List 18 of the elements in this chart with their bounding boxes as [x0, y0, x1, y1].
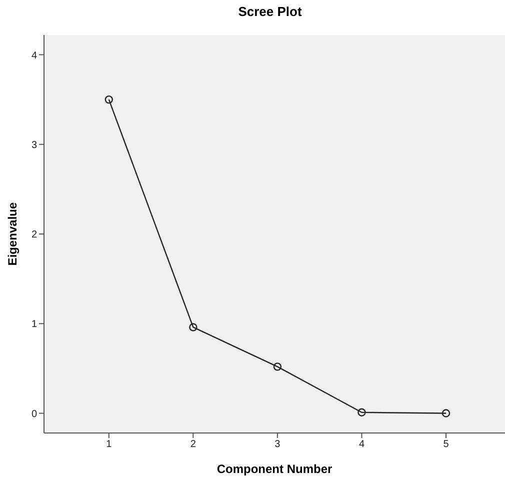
y-tick-label: 1 [31, 319, 38, 330]
y-tick-label: 3 [31, 140, 38, 151]
y-tick-label: 0 [31, 408, 38, 420]
x-tick-label: 4 [358, 439, 365, 450]
x-tick-label: 3 [274, 439, 281, 450]
chart-title: Scree Plot [237, 4, 303, 19]
x-tick-label: 2 [190, 439, 196, 450]
y-tick-label: 4 [31, 50, 38, 62]
x-tick-label: 5 [443, 439, 450, 450]
y-tick-label: 2 [31, 230, 38, 241]
point [189, 323, 198, 332]
point [442, 409, 450, 418]
point [104, 95, 113, 104]
x-axis-title: Component Number [216, 462, 332, 476]
y-axis-title: Eigenvalue [5, 202, 20, 266]
point [358, 408, 366, 416]
point [273, 362, 282, 371]
x-tick-label: 1 [106, 439, 112, 450]
